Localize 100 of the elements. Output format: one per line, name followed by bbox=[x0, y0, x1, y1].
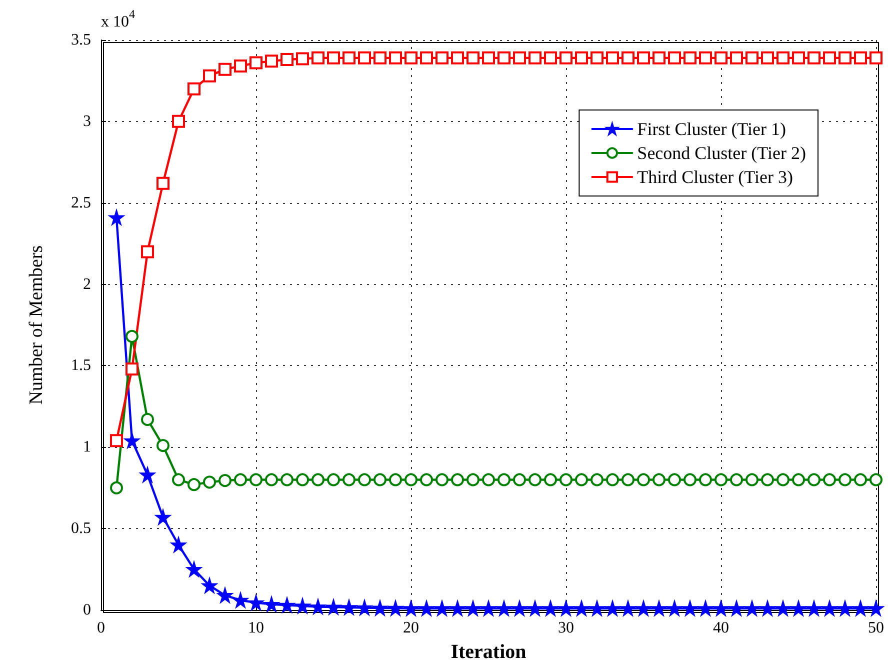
y-tick-label: 0.5 bbox=[71, 520, 91, 538]
point bbox=[512, 601, 527, 616]
point bbox=[186, 562, 202, 577]
point bbox=[296, 473, 309, 486]
y-tick-label: 0 bbox=[83, 602, 91, 618]
point bbox=[389, 473, 402, 486]
point bbox=[590, 51, 604, 64]
point bbox=[481, 601, 496, 616]
point bbox=[265, 54, 278, 68]
point bbox=[420, 51, 433, 64]
point bbox=[374, 473, 386, 486]
point bbox=[436, 473, 448, 486]
point bbox=[791, 601, 806, 616]
point bbox=[171, 538, 186, 552]
point bbox=[637, 473, 650, 486]
point bbox=[420, 473, 433, 486]
point bbox=[652, 51, 666, 64]
point bbox=[234, 60, 247, 73]
point bbox=[358, 51, 371, 64]
point bbox=[560, 473, 572, 486]
point bbox=[451, 473, 464, 486]
point bbox=[622, 473, 634, 486]
point bbox=[188, 478, 200, 492]
point bbox=[188, 82, 200, 96]
x-tick-label: 50 bbox=[868, 620, 884, 636]
point bbox=[110, 434, 123, 448]
point bbox=[203, 69, 216, 82]
point bbox=[761, 51, 774, 64]
point bbox=[374, 51, 386, 64]
point bbox=[404, 473, 418, 486]
point bbox=[312, 473, 324, 486]
point bbox=[342, 473, 356, 486]
point bbox=[760, 601, 775, 616]
legend-label: Third Cluster (Tier 3) bbox=[637, 167, 794, 187]
point bbox=[342, 51, 356, 64]
point bbox=[543, 601, 558, 616]
y-tick-label: 2 bbox=[83, 276, 91, 293]
point bbox=[450, 601, 465, 616]
point bbox=[357, 600, 372, 616]
point bbox=[218, 588, 232, 603]
point bbox=[342, 600, 356, 615]
point bbox=[806, 601, 822, 616]
point bbox=[496, 601, 512, 616]
point bbox=[714, 601, 728, 616]
point bbox=[126, 330, 138, 343]
point bbox=[250, 56, 262, 70]
point bbox=[218, 474, 232, 488]
point bbox=[714, 51, 728, 64]
y-tick-label: 1 bbox=[83, 438, 91, 456]
point bbox=[636, 601, 651, 616]
x-tick-label: 10 bbox=[248, 620, 264, 636]
point bbox=[575, 473, 588, 486]
point bbox=[776, 473, 790, 486]
point bbox=[652, 473, 666, 486]
point bbox=[389, 51, 402, 64]
point bbox=[156, 510, 170, 524]
point bbox=[761, 473, 774, 486]
point bbox=[668, 473, 681, 486]
point bbox=[498, 473, 510, 486]
point bbox=[451, 51, 464, 64]
point bbox=[466, 473, 480, 486]
point bbox=[854, 51, 867, 64]
point bbox=[141, 412, 154, 426]
point bbox=[156, 176, 170, 190]
point bbox=[590, 473, 604, 486]
point bbox=[838, 601, 852, 616]
point bbox=[776, 51, 790, 64]
point bbox=[558, 601, 574, 616]
x-tick-label: 20 bbox=[403, 620, 419, 636]
point bbox=[822, 601, 837, 616]
point bbox=[575, 51, 588, 64]
point bbox=[699, 51, 712, 64]
point bbox=[823, 51, 836, 64]
point bbox=[823, 473, 836, 486]
point bbox=[372, 600, 388, 616]
point bbox=[838, 51, 852, 64]
point bbox=[853, 601, 868, 616]
point bbox=[808, 473, 820, 486]
point bbox=[698, 601, 713, 616]
point bbox=[606, 51, 619, 64]
point bbox=[528, 601, 542, 616]
point bbox=[730, 51, 743, 64]
point bbox=[436, 51, 448, 64]
point bbox=[419, 601, 434, 616]
point bbox=[124, 433, 140, 448]
point bbox=[729, 601, 744, 616]
point bbox=[310, 599, 326, 614]
point bbox=[667, 601, 682, 616]
point bbox=[202, 578, 217, 593]
point bbox=[280, 473, 294, 486]
y-axis-title: Number of Members bbox=[26, 245, 47, 405]
point bbox=[248, 595, 264, 610]
x-tick-label: 40 bbox=[713, 620, 729, 636]
point bbox=[808, 51, 820, 64]
point bbox=[513, 473, 526, 486]
point bbox=[652, 601, 666, 616]
point bbox=[265, 473, 278, 486]
x-tick-label: 30 bbox=[558, 620, 574, 636]
point bbox=[792, 51, 805, 64]
point bbox=[699, 473, 712, 486]
